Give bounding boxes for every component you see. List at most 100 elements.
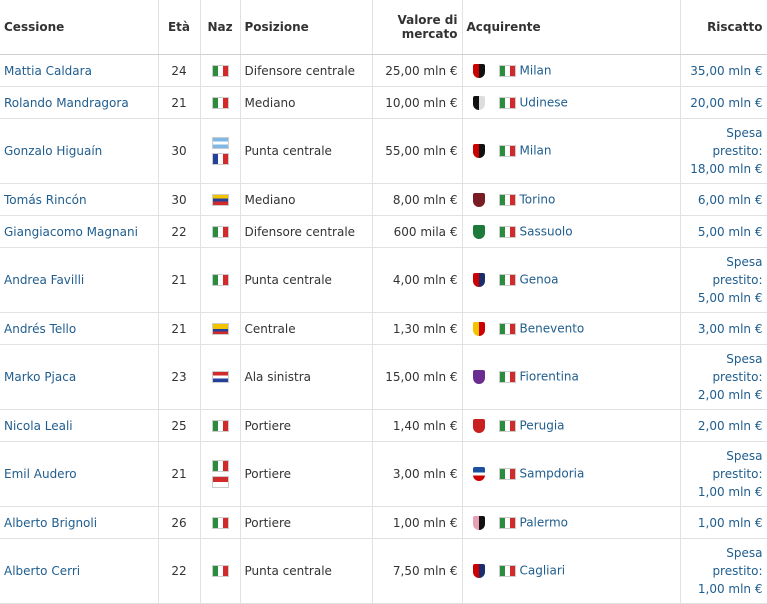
player-name[interactable]: Mattia Caldara (0, 54, 159, 87)
nationality (200, 441, 241, 507)
club-name[interactable]: Perugia (519, 418, 565, 432)
header-row: Cessione Età Naz Posizione Valore di mercato… (0, 0, 767, 55)
club-logo (472, 63, 485, 78)
flag (211, 64, 229, 77)
market-value: 7,50 mln € (372, 538, 463, 604)
market-value: 1,40 mln € (372, 409, 463, 442)
flag (498, 193, 516, 206)
age: 30 (158, 118, 201, 184)
position: Mediano (240, 86, 373, 119)
flag (211, 516, 229, 529)
nationality (200, 86, 241, 119)
redemption: Spesa prestito: 1,00 mln € (680, 441, 767, 507)
column-header: Cessione (0, 0, 159, 55)
player-name[interactable]: Rolando Mandragora (0, 86, 159, 119)
position: Portiere (240, 409, 373, 442)
market-value: 3,00 mln € (372, 441, 463, 507)
redemption: 35,00 mln € (680, 54, 767, 87)
flag (498, 225, 516, 238)
flag (211, 419, 229, 432)
age: 25 (158, 409, 201, 442)
market-value: 25,00 mln € (372, 54, 463, 87)
flag (498, 145, 516, 157)
age: 26 (158, 506, 201, 539)
club-logo (472, 418, 485, 433)
table-row: Rolando Mandragora 21 Mediano 10,00 mln € Ud… (0, 86, 767, 119)
age: 23 (158, 344, 201, 410)
player-name[interactable]: Andrea Favilli (0, 247, 159, 313)
buyer: Sampdoria (462, 441, 681, 507)
table-row: Alberto Brignoli 26 Portiere 1,00 mln € Pale… (0, 506, 767, 539)
club-name[interactable]: Milan (519, 63, 552, 77)
redemption: 6,00 mln € (680, 183, 767, 216)
market-value: 15,00 mln € (372, 344, 463, 410)
club-name[interactable]: Benevento (519, 321, 585, 335)
player-name[interactable]: Alberto Brignoli (0, 506, 159, 539)
club-logo (472, 515, 485, 530)
club-logo (472, 273, 485, 287)
club-logo (472, 95, 485, 110)
age: 22 (158, 538, 201, 604)
club-name[interactable]: Cagliari (519, 563, 566, 578)
player-name[interactable]: Giangiacomo Magnani (0, 215, 159, 248)
table-row: Alberto Cerri 22 Punta centrale 7,50 mln € C… (0, 538, 767, 604)
player-name[interactable]: Marko Pjaca (0, 344, 159, 410)
market-value: 1,00 mln € (372, 506, 463, 539)
position: Punta centrale (240, 118, 373, 184)
player-name[interactable]: Tomás Rincón (0, 183, 159, 216)
player-name[interactable]: Andrés Tello (0, 312, 159, 345)
redemption: 3,00 mln € (680, 312, 767, 345)
club-name[interactable]: Udinese (519, 95, 568, 109)
position: Portiere (240, 506, 373, 539)
club-logo (472, 224, 485, 239)
flag (211, 371, 229, 383)
redemption: Spesa prestito: 5,00 mln € (680, 247, 767, 313)
nationality (200, 344, 241, 410)
buyer: Udinese (462, 86, 681, 119)
player-name[interactable]: Emil Audero (0, 441, 159, 507)
flag (211, 460, 229, 472)
position: Punta centrale (240, 538, 373, 604)
table-row: Tomás Rincón 30 Mediano 8,00 mln € Torino 6,0… (0, 183, 767, 216)
buyer: Perugia (462, 409, 681, 442)
club-name[interactable]: Sassuolo (519, 224, 573, 238)
flag (211, 96, 229, 109)
club-name[interactable]: Milan (519, 143, 552, 158)
flag (498, 371, 516, 383)
position: Portiere (240, 441, 373, 507)
player-name[interactable]: Nicola Leali (0, 409, 159, 442)
market-value: 1,30 mln € (372, 312, 463, 345)
buyer: Palermo (462, 506, 681, 539)
redemption: Spesa prestito: 2,00 mln € (680, 344, 767, 410)
club-logo (472, 321, 485, 336)
table-row: Giangiacomo Magnani 22 Difensore centrale 6… (0, 215, 767, 248)
flag (211, 322, 229, 335)
flag (498, 565, 516, 577)
flag (498, 468, 516, 480)
table-body: Mattia Caldara 24 Difensore centrale 25,00 … (0, 54, 767, 604)
redemption: 2,00 mln € (680, 409, 767, 442)
age: 21 (158, 312, 201, 345)
nationality (200, 183, 241, 216)
table-row: Nicola Leali 25 Portiere 1,40 mln € Perugia 2… (0, 409, 767, 442)
position: Centrale (240, 312, 373, 345)
club-name[interactable]: Genoa (519, 272, 559, 287)
club-name[interactable]: Fiorentina (519, 369, 579, 384)
buyer: Milan (462, 118, 681, 184)
player-name[interactable]: Gonzalo Higuaín (0, 118, 159, 184)
buyer: Milan (462, 54, 681, 87)
position: Difensore centrale (240, 54, 373, 87)
flag (211, 476, 229, 488)
player-name[interactable]: Alberto Cerri (0, 538, 159, 604)
club-name[interactable]: Torino (519, 192, 556, 206)
column-header: Posizione (240, 0, 373, 55)
club-name[interactable]: Palermo (519, 515, 569, 529)
age: 21 (158, 86, 201, 119)
redemption: Spesa prestito: 1,00 mln € (680, 538, 767, 604)
club-name[interactable]: Sampdoria (519, 466, 585, 481)
redemption: 5,00 mln € (680, 215, 767, 248)
age: 24 (158, 54, 201, 87)
nationality (200, 409, 241, 442)
column-header: Acquirente (462, 0, 681, 55)
